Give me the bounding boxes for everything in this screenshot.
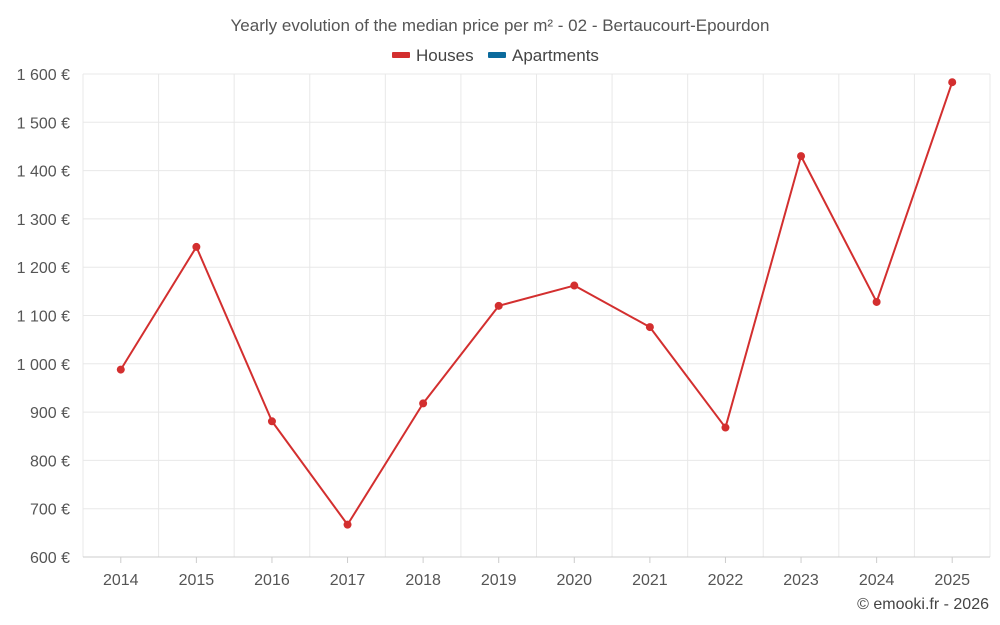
data-point-houses[interactable] xyxy=(570,281,579,290)
data-point-houses[interactable] xyxy=(797,152,806,161)
x-gridlines xyxy=(82,74,991,557)
chart-title: Yearly evolution of the median price per… xyxy=(231,16,770,35)
x-tick-label: 2016 xyxy=(254,572,290,589)
y-axis-labels: 600 € 700 € 800 € 900 € 1 000 € 1 100 € 1 200 … xyxy=(17,67,70,567)
x-tick-label: 2024 xyxy=(859,572,895,589)
x-tick-label: 2025 xyxy=(934,572,970,589)
y-tick-label: 1 600 € xyxy=(17,67,70,84)
data-point-houses[interactable] xyxy=(948,78,957,87)
y-tick-label: 1 200 € xyxy=(17,260,70,277)
y-tick-label: 1 500 € xyxy=(17,115,70,132)
series-layer xyxy=(116,78,957,529)
y-tick-label: 600 € xyxy=(30,550,70,567)
x-tick-label: 2020 xyxy=(556,572,592,589)
x-tick-label: 2023 xyxy=(783,572,819,589)
legend-swatch-houses xyxy=(392,52,410,58)
x-axis-labels: 2014 2015 2016 2017 2018 2019 2020 2021 2022 2023… xyxy=(103,557,970,589)
legend-item-houses[interactable]: Houses xyxy=(392,46,474,65)
y-tick-label: 1 100 € xyxy=(17,309,70,326)
data-point-houses[interactable] xyxy=(267,417,276,426)
y-tick-label: 700 € xyxy=(30,502,70,519)
y-tick-label: 1 400 € xyxy=(17,164,70,181)
credit-text: © emooki.fr - 2026 xyxy=(857,596,989,613)
data-point-houses[interactable] xyxy=(192,242,201,251)
legend: Houses Apartments xyxy=(392,46,599,65)
legend-swatch-apartments xyxy=(488,52,506,58)
data-point-houses[interactable] xyxy=(645,323,654,332)
x-tick-label: 2014 xyxy=(103,572,139,589)
data-point-houses[interactable] xyxy=(872,297,881,306)
data-point-houses[interactable] xyxy=(343,520,352,529)
x-tick-label: 2021 xyxy=(632,572,668,589)
y-tick-label: 800 € xyxy=(30,453,70,470)
y-tick-label: 900 € xyxy=(30,405,70,422)
legend-label-apartments: Apartments xyxy=(512,46,599,65)
series-line-houses xyxy=(119,81,954,526)
data-point-houses[interactable] xyxy=(494,301,503,310)
x-tick-label: 2022 xyxy=(708,572,744,589)
data-point-houses[interactable] xyxy=(116,365,125,374)
y-tick-label: 1 300 € xyxy=(17,212,70,229)
legend-item-apartments[interactable]: Apartments xyxy=(488,46,599,65)
x-tick-label: 2015 xyxy=(179,572,215,589)
x-tick-label: 2018 xyxy=(405,572,441,589)
x-tick-label: 2017 xyxy=(330,572,366,589)
x-tick-label: 2019 xyxy=(481,572,517,589)
data-point-houses[interactable] xyxy=(419,399,428,408)
data-point-houses[interactable] xyxy=(721,423,730,432)
y-tick-label: 1 000 € xyxy=(17,357,70,374)
legend-label-houses: Houses xyxy=(416,46,474,65)
